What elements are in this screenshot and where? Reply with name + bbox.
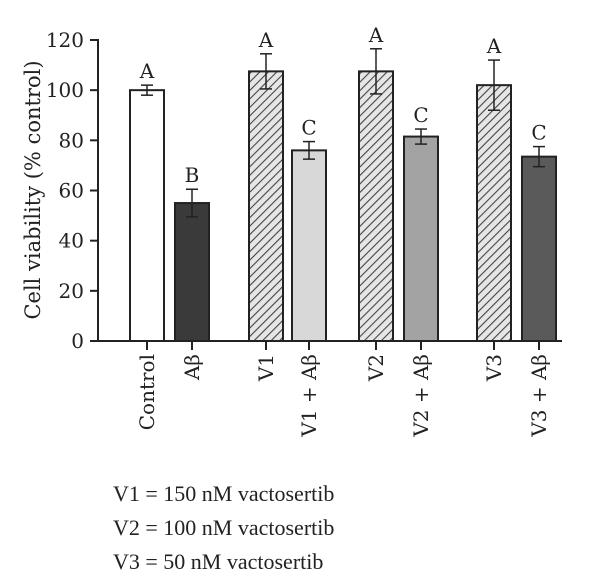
x-tick-label: Aβ [180,354,204,381]
bar [291,149,327,342]
bar-chart: Cell viability (% control) 0 20 40 60 80 100 1… [21,23,562,438]
y-tick-label: 40 [59,229,84,253]
bar [174,202,210,342]
y-tick-label: 60 [59,179,84,203]
x-tick-label: V3 [482,354,506,382]
note-v3: V3 = 50 nM vactosertib [113,549,324,574]
x-tick-label: V2 [364,354,388,382]
legend-notes: V1 = 150 nM vactosertib V2 = 100 nM vact… [113,477,334,579]
significance-label: B [185,163,200,187]
bar [358,70,394,343]
significance-label: A [368,23,384,47]
note-v1: V1 = 150 nM vactosertib [113,481,335,506]
x-tick-label: V1 [254,354,278,382]
x-tick-label: V3 + Aβ [527,354,551,438]
y-tick-label: 120 [46,28,84,52]
significance-label: C [301,116,316,140]
y-tick-label: 0 [71,329,84,353]
x-tick-label: Control [135,354,159,430]
y-axis-label: Cell viability (% control) [21,60,45,319]
significance-label: A [139,59,155,83]
x-tick-label: V2 + Aβ [409,354,433,438]
x-tick-label: V1 + Aβ [297,354,321,438]
significance-label: A [486,34,502,58]
significance-label: C [531,121,546,145]
y-tick-label: 80 [59,128,84,152]
note-v2: V2 = 100 nM vactosertib [113,515,335,540]
y-tick-label: 100 [46,78,84,102]
bar [248,70,284,343]
bar [476,84,512,343]
bar [403,135,439,342]
bar [129,89,165,342]
significance-label: A [258,28,274,52]
y-tick-label: 20 [59,279,84,303]
significance-label: C [413,103,428,127]
bar [521,155,557,342]
